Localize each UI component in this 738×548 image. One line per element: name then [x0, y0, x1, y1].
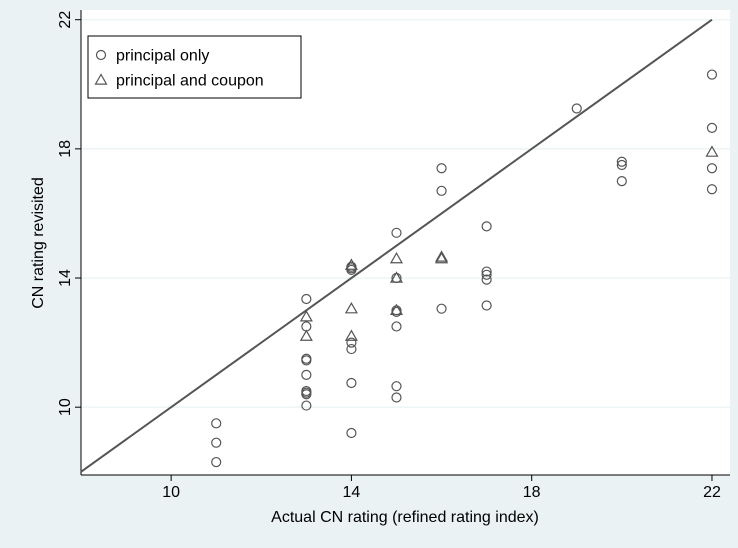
y-tick-label: 18	[57, 140, 74, 158]
x-tick-label: 14	[343, 484, 361, 501]
x-tick-label: 18	[523, 484, 541, 501]
y-axis-label: CN rating revisited	[30, 177, 47, 309]
y-tick-label: 22	[57, 11, 74, 29]
y-tick-label: 14	[57, 269, 74, 287]
y-tick-label: 10	[57, 398, 74, 416]
x-tick-label: 22	[703, 484, 721, 501]
x-tick-label: 10	[162, 484, 180, 501]
legend-label: principal only	[116, 48, 209, 65]
legend-label: principal and coupon	[116, 73, 264, 90]
legend: principal only principal and coupon	[88, 36, 301, 98]
x-axis-label: Actual CN rating (refined rating index)	[271, 509, 539, 526]
